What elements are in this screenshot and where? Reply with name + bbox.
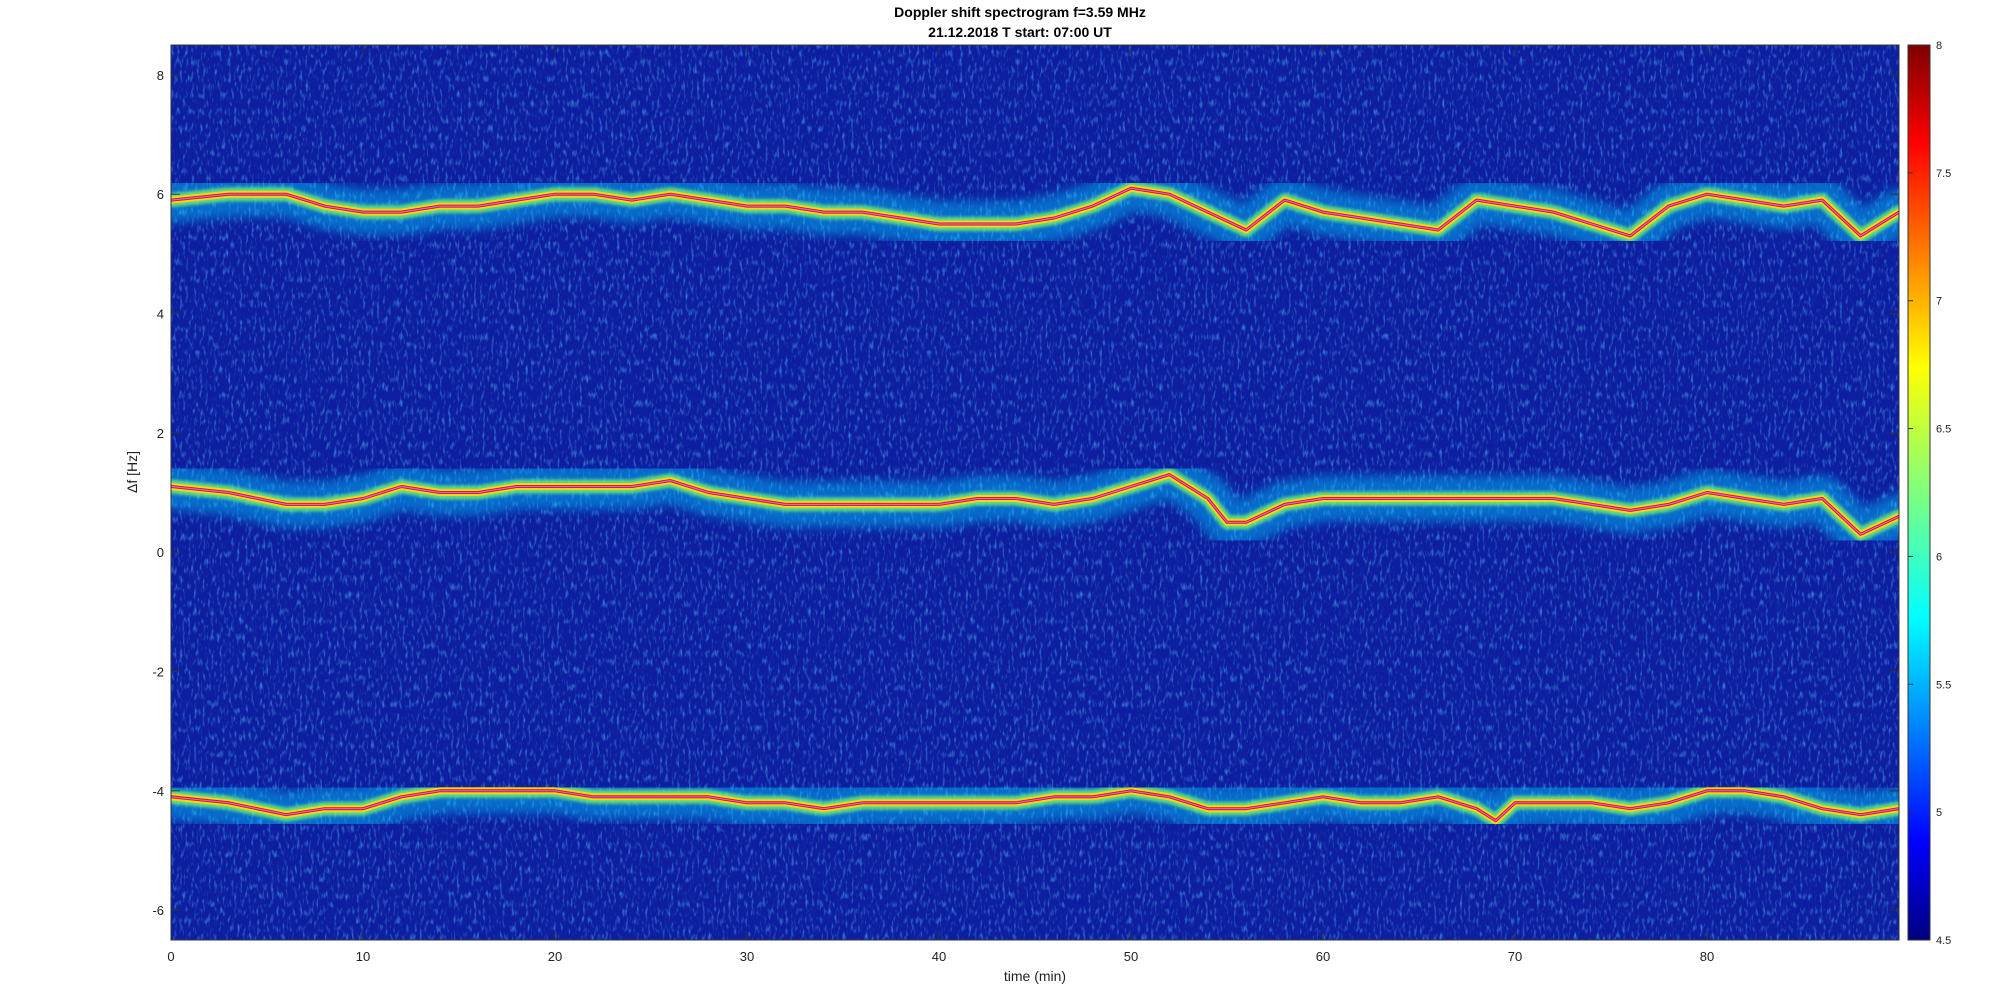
x-tick-label: 60: [1316, 949, 1330, 964]
x-tick-label: 70: [1508, 949, 1522, 964]
doppler-trace-3: [171, 790, 1899, 822]
doppler-trace-2: [171, 474, 1899, 535]
x-axis-label: time (min): [1003, 968, 1067, 984]
x-tick-label: 80: [1700, 949, 1714, 964]
x-tick-label: 10: [356, 949, 370, 964]
y-tick-label: -2: [152, 665, 164, 680]
colorbar-ticks: 4.5 5 5.5 6 6.5 7 7.5 8: [1908, 40, 1951, 947]
plot-frame: [170, 44, 1900, 941]
doppler-trace-1: [171, 187, 1899, 237]
x-tick-label: 0: [167, 949, 174, 964]
x-tick-label: 20: [548, 949, 562, 964]
colorbar-tick-label: 6.5: [1936, 424, 1951, 436]
y-axis: -6 -4 -2 0 2 4 6 8: [152, 68, 1899, 918]
x-tick-label: 30: [740, 949, 754, 964]
y-tick-label: -4: [152, 784, 164, 799]
y-tick-label: 8: [157, 68, 164, 83]
colorbar-tick-label: 6: [1936, 551, 1942, 563]
y-tick-label: 6: [157, 187, 164, 202]
x-tick-label: 50: [1124, 949, 1138, 964]
colorbar-tick-label: 4.5: [1936, 935, 1951, 947]
plot-area: [170, 44, 1900, 941]
colorbar-tick-label: 8: [1936, 40, 1942, 52]
x-tick-label: 40: [932, 949, 946, 964]
colorbar-tick-label: 7.5: [1936, 168, 1951, 180]
x-axis: 0 10 20 30 40 50 60 70 80: [167, 45, 1714, 964]
y-tick-label: 0: [157, 545, 164, 560]
y-tick-label: 4: [157, 307, 164, 322]
chart-subtitle: 21.12.2018 T start: 07:00 UT: [928, 24, 1112, 40]
colorbar-gradient: [1907, 44, 1931, 941]
chart-title: Doppler shift spectrogram f=3.59 MHz: [894, 4, 1146, 20]
colorbar-tick-label: 7: [1936, 296, 1942, 308]
y-tick-label: -6: [152, 903, 164, 918]
y-axis-label: Δf [Hz]: [124, 450, 140, 493]
signal-traces: [171, 165, 1899, 844]
y-tick-label: 2: [157, 426, 164, 441]
colorbar-tick-label: 5.5: [1936, 679, 1951, 691]
colorbar: 4.5 5 5.5 6 6.5 7 7.5 8: [1907, 40, 1951, 947]
colorbar-tick-label: 5: [1936, 807, 1942, 819]
